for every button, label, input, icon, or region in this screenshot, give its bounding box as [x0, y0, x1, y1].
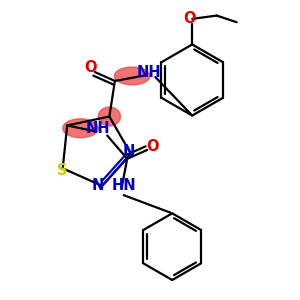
Text: NH: NH	[86, 121, 111, 136]
Ellipse shape	[114, 67, 150, 85]
Text: N: N	[92, 178, 104, 194]
Ellipse shape	[63, 119, 98, 138]
Text: O: O	[84, 60, 97, 75]
Text: O: O	[146, 139, 159, 154]
Ellipse shape	[98, 107, 121, 126]
Text: NH: NH	[137, 64, 162, 80]
Text: HN: HN	[112, 178, 136, 193]
Text: S: S	[57, 163, 68, 178]
Text: N: N	[122, 144, 135, 159]
Text: O: O	[184, 11, 196, 26]
